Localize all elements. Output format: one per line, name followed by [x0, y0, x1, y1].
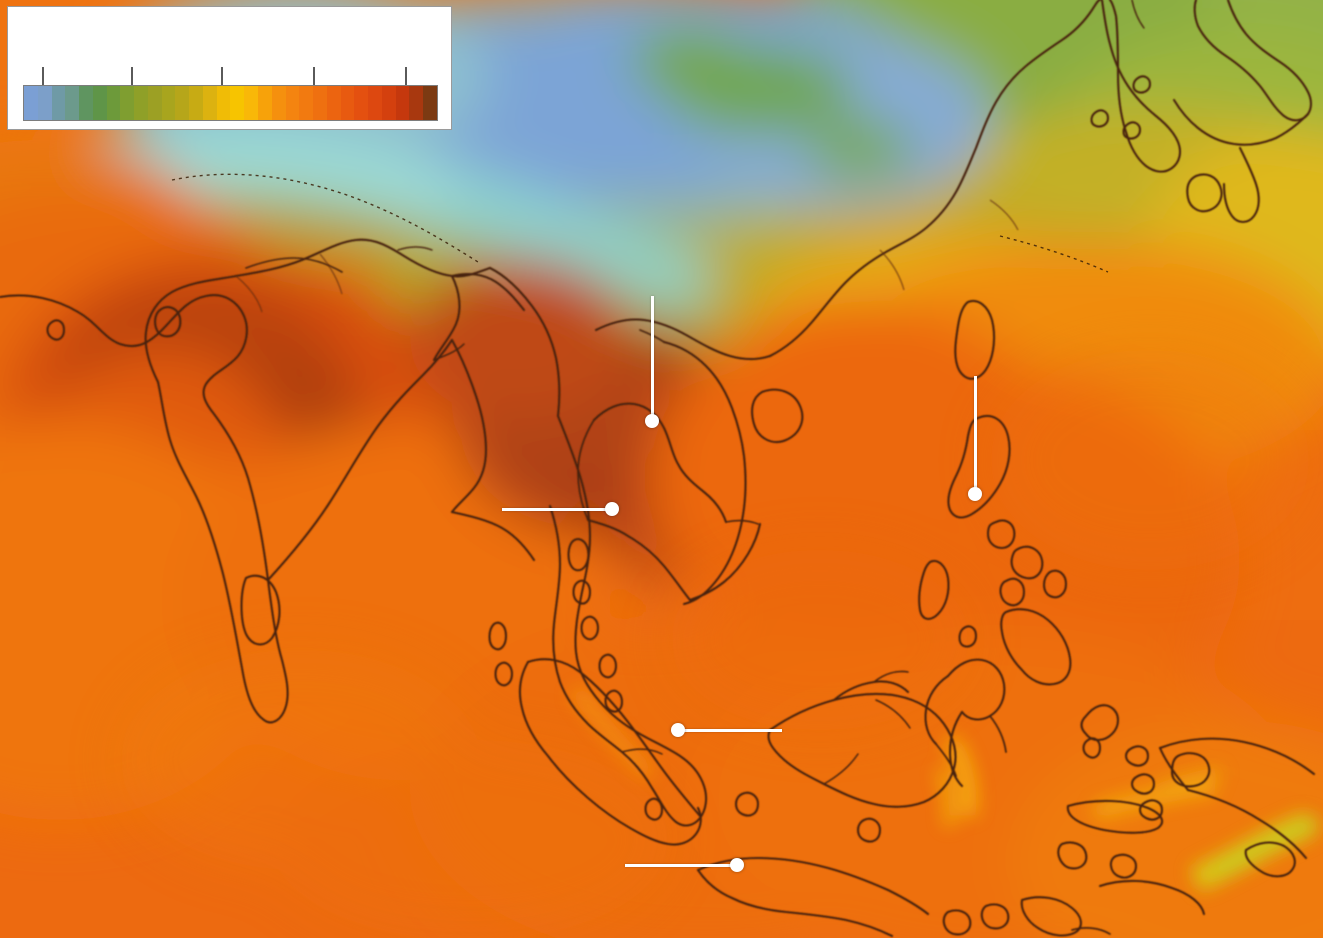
legend-swatch — [354, 86, 369, 120]
legend-swatch — [37, 86, 52, 120]
marker-leader-line — [973, 376, 977, 494]
legend-swatch — [258, 86, 272, 120]
legend-swatch — [326, 86, 341, 120]
legend-swatch — [202, 86, 217, 120]
legend-swatch — [106, 86, 121, 120]
legend-swatch — [381, 86, 396, 120]
marker-leader-line — [502, 507, 612, 511]
marker-leader-line — [625, 863, 737, 867]
legend-swatch — [147, 86, 162, 120]
legend-tick — [42, 67, 44, 85]
legend-swatch — [189, 86, 203, 120]
legend-swatch — [24, 86, 38, 120]
legend-swatch — [120, 86, 135, 120]
legend-swatch — [51, 86, 66, 120]
legend-swatch — [65, 86, 80, 120]
legend-swatch — [313, 86, 327, 120]
legend-swatch — [134, 86, 148, 120]
legend-swatch — [175, 86, 190, 120]
marker-dot-icon[interactable] — [671, 723, 685, 737]
marker-dot-icon[interactable] — [605, 502, 619, 516]
marker-dot-icon[interactable] — [730, 858, 744, 872]
legend-swatch — [161, 86, 176, 120]
marker-dot-icon[interactable] — [968, 487, 982, 501]
legend-swatch — [299, 86, 314, 120]
marker-leader-line — [678, 728, 782, 732]
legend-tick-row — [23, 67, 438, 85]
legend-tick — [405, 67, 407, 85]
legend-title — [22, 15, 432, 63]
legend-swatch — [92, 86, 107, 120]
legend-tick — [313, 67, 315, 85]
legend-swatch — [285, 86, 300, 120]
legend-swatch — [395, 86, 410, 120]
legend-swatch — [409, 86, 424, 120]
legend-swatch — [79, 86, 93, 120]
legend-swatch — [368, 86, 382, 120]
legend-swatch — [271, 86, 286, 120]
legend-swatch — [423, 86, 437, 120]
legend-panel[interactable] — [7, 6, 452, 130]
legend-tick — [221, 67, 223, 85]
legend-swatch — [216, 86, 231, 120]
marker-leader-line — [650, 296, 654, 421]
legend-tick — [131, 67, 133, 85]
legend-swatch — [340, 86, 355, 120]
legend-color-scale — [23, 67, 438, 123]
marker-dot-icon[interactable] — [645, 414, 659, 428]
legend-color-bar — [23, 85, 438, 121]
legend-swatch — [230, 86, 245, 120]
legend-swatch — [244, 86, 259, 120]
